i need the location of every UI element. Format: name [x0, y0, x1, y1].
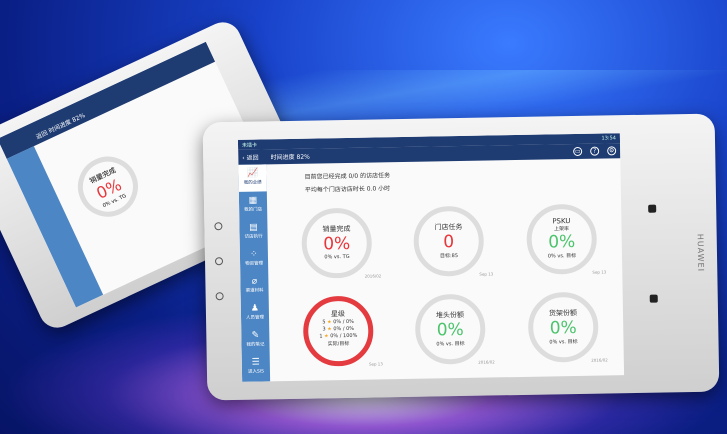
sensor-icon: [649, 294, 658, 303]
card-sub: 目标:85: [439, 253, 459, 260]
back-label: 返回: [246, 154, 259, 162]
paperclip-icon: ⌀: [251, 276, 258, 287]
message-icon[interactable]: ▭: [573, 146, 583, 157]
card-sub: 0% vs. 目标: [436, 340, 465, 348]
screen: 未插卡 13:54 ‹ 返回 时间进度 82% ▭? ⚙ 📈 我的业绩 ▦ 我的门店 ▤…: [237, 133, 625, 382]
brand-logo: HUAWEI: [695, 233, 706, 273]
grid-icon: ⁘: [250, 249, 258, 260]
card-shelf-share[interactable]: 货架份额 0% 0% vs. 目标 2016/02: [527, 291, 608, 363]
sidebar-label: 人员管理: [245, 315, 265, 321]
sidebar-item-notes[interactable]: ✎ 我的笔记: [241, 326, 269, 353]
card-psku[interactable]: PSKU 上架率 0% 0% vs. 目标 Sep 13: [526, 203, 606, 275]
sidebar-label: 访店执行: [244, 234, 263, 240]
card-sub: 0% vs. TG: [324, 253, 350, 261]
card-date: Sep 13: [479, 271, 494, 277]
clock: 13:54: [601, 135, 617, 142]
card-display-share[interactable]: 堆头份额 0% 0% vs. 目标 2016/02: [414, 293, 495, 365]
hw-button: [215, 292, 224, 301]
card-date: Sep 13: [592, 269, 607, 275]
sidebar-label: 物资管理: [245, 261, 264, 267]
sidebar-label: 渠道材料: [245, 288, 264, 294]
card-store-tasks[interactable]: 门店任务 0 目标:85 Sep 13: [413, 205, 493, 277]
back-button[interactable]: ‹ 返回: [242, 154, 259, 162]
summary-text: 目前您已经完成 0/0 的访店任务 平均每个门店访店时长 0.0 小时: [304, 169, 391, 196]
carrier: 未插卡: [241, 142, 258, 149]
star-icon: ★: [327, 326, 332, 333]
card-date: 2016/02: [364, 273, 382, 279]
hw-button: [214, 222, 223, 231]
people-icon: ♟: [250, 303, 259, 314]
enter-icon: ☰: [251, 357, 260, 368]
card-value: 0: [443, 232, 455, 253]
time-progress: 时间进度 82%: [47, 112, 87, 136]
time-progress: 时间进度 82%: [270, 153, 310, 162]
help-icon[interactable]: ?: [590, 146, 600, 156]
star-icon: ★: [324, 333, 329, 340]
card-date: Sep 13: [368, 361, 383, 367]
card-date: 2016/02: [591, 357, 608, 363]
clipboard-icon: ▤: [249, 222, 258, 233]
sidebar-item-sis[interactable]: ☰ 进入SIS: [242, 353, 270, 380]
card-sub: 0% vs. 目标: [549, 338, 578, 346]
card-value: 0%: [549, 317, 577, 339]
sidebar-label: 我的笔记: [246, 342, 265, 348]
sidebar-label: 我的门店: [244, 207, 263, 213]
note-icon: ✎: [251, 330, 260, 341]
sidebar-item-staff[interactable]: ♟ 人员管理: [241, 299, 269, 326]
card-date: 2016/02: [478, 359, 495, 365]
front-tablet: HUAWEI 未插卡 13:54 ‹ 返回 时间进度 82% ▭? ⚙ 📈 我的业绩 …: [202, 113, 720, 401]
sidebar-item-performance[interactable]: 📈 我的业绩: [238, 164, 267, 192]
store-icon: ▦: [248, 195, 258, 206]
back-card-sales[interactable]: 销量完成 0% 0% vs. TG: [68, 146, 148, 227]
card-value: 0%: [436, 319, 464, 341]
card-value: 0%: [548, 232, 576, 253]
back-button[interactable]: 返回: [35, 129, 49, 141]
chart-icon: 📈: [246, 168, 259, 179]
card-sales[interactable]: 销量完成 0% 0% vs. TG 2016/02: [301, 207, 381, 279]
camera-icon: [648, 204, 657, 213]
sidebar: 📈 我的业绩 ▦ 我的门店 ▤ 访店执行 ⁘ 物资管理 ⌀ 渠道材料 ♟ 人员管理 ✎ 我的笔…: [238, 164, 271, 382]
sidebar-label: 进入SIS: [247, 369, 265, 375]
sidebar-item-channel[interactable]: ⌀ 渠道材料: [240, 272, 268, 299]
card-sub: 实际/目标: [327, 340, 350, 348]
visit-duration: 平均每个门店访店时长 0.0 小时: [304, 185, 391, 194]
hw-button: [214, 257, 224, 266]
sidebar-label: 我的业绩: [243, 180, 262, 186]
card-sub: 0% vs. 目标: [547, 252, 577, 260]
sidebar-item-stores[interactable]: ▦ 我的门店: [239, 191, 267, 218]
sidebar-item-materials[interactable]: ⁘ 物资管理: [240, 245, 268, 272]
sidebar-item-visit[interactable]: ▤ 访店执行: [239, 218, 267, 245]
star-icon: ★: [327, 319, 332, 326]
card-value: 0%: [323, 233, 351, 255]
settings-icon[interactable]: ⚙: [607, 146, 617, 156]
card-star-rating[interactable]: 星级 5 ★ 0% / 0% 3 ★ 0% / 0% 1 ★ 0% / 100%…: [302, 295, 383, 367]
